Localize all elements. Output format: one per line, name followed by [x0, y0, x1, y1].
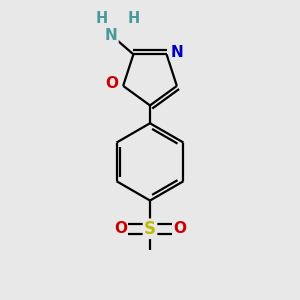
- Text: N: N: [171, 45, 184, 60]
- Text: S: S: [144, 220, 156, 238]
- Text: H: H: [96, 11, 108, 26]
- Text: N: N: [105, 28, 118, 43]
- Text: O: O: [105, 76, 119, 91]
- Text: O: O: [114, 221, 127, 236]
- Text: H: H: [127, 11, 140, 26]
- Text: O: O: [173, 221, 186, 236]
